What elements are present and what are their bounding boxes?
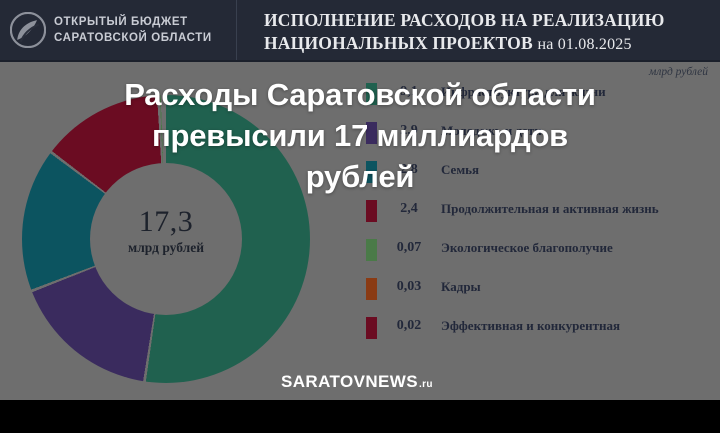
open-budget-swirl-logo-icon xyxy=(10,12,46,48)
legend-row: 0,03 Кадры xyxy=(366,277,712,303)
legend-color-swatch xyxy=(366,239,377,261)
brand-line-2: САРАТОВСКОЙ ОБЛАСТИ xyxy=(54,32,212,44)
watermark-main: SARATOVNEWS xyxy=(281,372,418,391)
legend-label: Молодежь и дети xyxy=(441,123,542,138)
article-headline: Расходы Саратовской области превысили 17… xyxy=(124,77,596,194)
legend-row: 0,02 Эффективная и конкурентная xyxy=(366,316,712,342)
legend-label: Продолжительная и активная жизнь xyxy=(441,201,659,216)
legend-row: 2,9 Молодежь и дети xyxy=(366,121,712,147)
legend-color-swatch xyxy=(366,317,377,339)
legend-label: Экологическое благополучие xyxy=(441,240,613,255)
legend-label: Эффективная и конкурентная xyxy=(441,318,620,333)
legend-value: 0,07 xyxy=(396,240,422,255)
donut-chart: 17,3 млрд рублей xyxy=(22,95,310,383)
bottom-letterbox-bar xyxy=(0,400,720,433)
legend-value: 9,1 xyxy=(400,84,418,99)
site-watermark: SARATOVNEWS .ru xyxy=(281,372,433,392)
legend-color-swatch xyxy=(366,161,377,183)
infographic-body: млрд рублей 17,3 млрд рублей 9,1 Инфрастр… xyxy=(0,62,720,400)
report-date: на 01.08.2025 xyxy=(537,36,632,53)
legend-color-swatch xyxy=(366,83,377,105)
page-title-line-1: ИСПОЛНЕНИЕ РАСХОДОВ НА РЕАЛИЗАЦИЮ xyxy=(264,10,665,30)
legend-value: 0,03 xyxy=(396,279,422,294)
donut-total-value: 17,3 xyxy=(138,205,194,238)
donut-total-unit: млрд рублей xyxy=(128,240,204,255)
legend-color-swatch xyxy=(366,122,377,144)
legend-row: 0,07 Экологическое благополучие xyxy=(366,238,712,264)
legend-row: 9,1 Инфраструктура для жизни xyxy=(366,82,712,108)
watermark-tld: .ru xyxy=(418,379,433,390)
brand-text: ОТКРЫТЫЙ БЮДЖЕТ САРАТОВСКОЙ ОБЛАСТИ xyxy=(54,14,212,46)
donut-hole xyxy=(90,163,242,315)
legend-label: Семья xyxy=(441,162,480,177)
legend-label: Инфраструктура для жизни xyxy=(441,84,606,99)
page-title: ИСПОЛНЕНИЕ РАСХОДОВ НА РЕАЛИЗАЦИЮ НАЦИОН… xyxy=(264,9,712,56)
units-note: млрд рублей xyxy=(649,66,708,78)
legend-value: 0,02 xyxy=(396,318,422,333)
legend-color-swatch xyxy=(366,200,377,222)
legend-value: 2,4 xyxy=(400,201,418,216)
header-divider xyxy=(236,0,237,62)
legend-color-swatch xyxy=(366,278,377,300)
infographic-header: ОТКРЫТЫЙ БЮДЖЕТ САРАТОВСКОЙ ОБЛАСТИ ИСПО… xyxy=(0,0,720,62)
page-title-line-2: НАЦИОНАЛЬНЫХ ПРОЕКТОВ xyxy=(264,33,533,53)
legend-row: 2,8 Семья xyxy=(366,160,712,186)
legend-row: 2,4 Продолжительная и активная жизнь xyxy=(366,199,712,225)
legend-value: 2,8 xyxy=(400,162,418,177)
brand-line-1: ОТКРЫТЫЙ БЮДЖЕТ xyxy=(54,16,188,28)
legend-value: 2,9 xyxy=(400,123,418,138)
chart-legend: 9,1 Инфраструктура для жизни 2,9 Молодежь и… xyxy=(366,82,712,355)
legend-label: Кадры xyxy=(441,279,481,294)
donut-center-label: 17,3 млрд рублей xyxy=(90,205,242,257)
